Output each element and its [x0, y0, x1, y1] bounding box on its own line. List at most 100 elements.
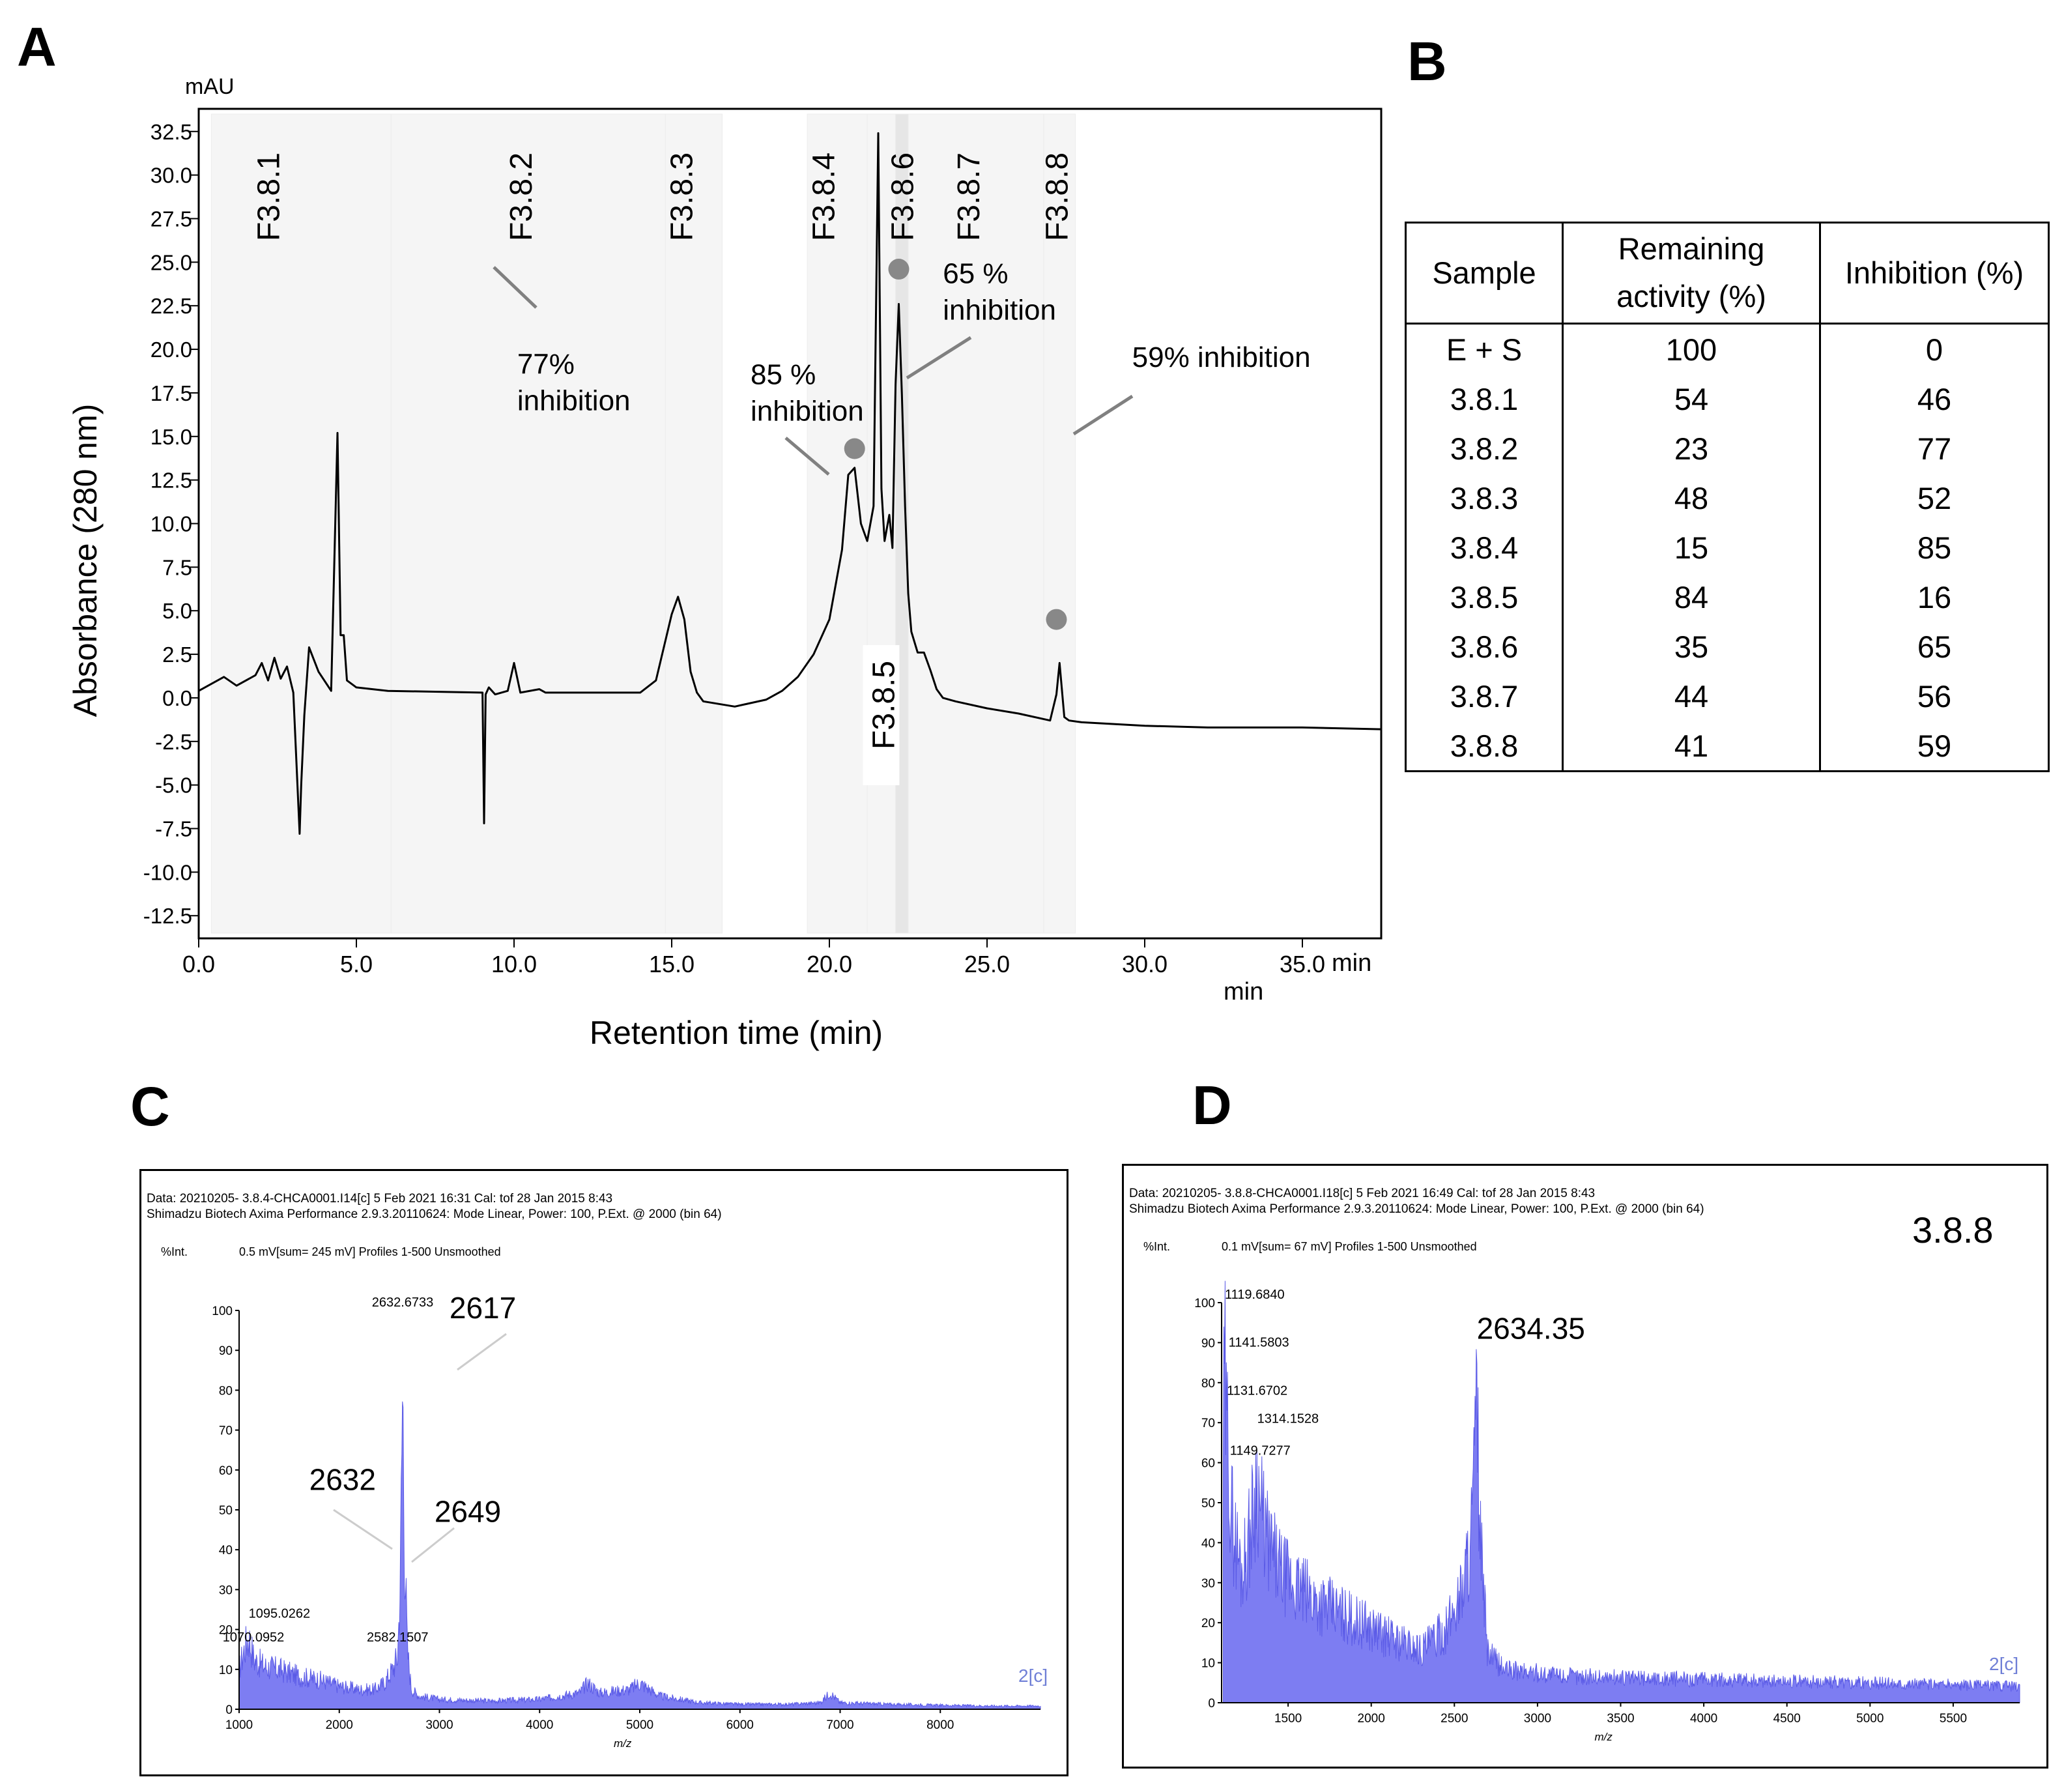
peak-callout-1: 2634.35 — [1477, 1311, 1585, 1345]
x-tick-label-4: 20.0 — [807, 951, 852, 977]
cell-inhibition: 65 — [1819, 622, 2050, 671]
intensity-info: 0.5 mV[sum= 245 mV] Profiles 1-500 Unsmo… — [239, 1245, 501, 1258]
peak-label-4: 1314.1528 — [1257, 1411, 1319, 1426]
header-inhibition: Inhibition (%) — [1819, 222, 2050, 325]
panel-label-c: C — [130, 1076, 170, 1137]
ms-y-tick-label-9: 10 — [219, 1664, 233, 1677]
ms-x-tick-label-4: 5000 — [626, 1718, 653, 1732]
header-remaining-activity: Remaining activity (%) — [1562, 222, 1821, 325]
x-tick-label-7: 35.0 — [1280, 951, 1325, 977]
ms-x-tick-label-1: 2000 — [326, 1718, 353, 1732]
fraction-band-3 — [665, 113, 723, 934]
cell-sample: 3.8.8 — [1405, 721, 1564, 772]
fraction-label-2: F3.8.2 — [504, 152, 539, 241]
inhibition-annotation-2: inhibition — [751, 396, 864, 427]
ms-y-tick-label-3: 70 — [1201, 1417, 1215, 1430]
panel-label-a: A — [17, 16, 57, 78]
cell-remaining-activity: 84 — [1562, 572, 1821, 622]
ms-x-tick-label-6: 4500 — [1773, 1712, 1801, 1726]
peak-label-2: 1141.5803 — [1229, 1336, 1289, 1350]
cell-sample: 3.8.6 — [1405, 622, 1564, 671]
y-tick-label-5: 20.0 — [150, 338, 192, 362]
ms-y-tick-label-2: 80 — [1201, 1377, 1215, 1391]
fraction-label-5: F3.8.5 — [867, 661, 901, 749]
y-tick-label-12: 2.5 — [162, 643, 192, 667]
cell-inhibition: 52 — [1819, 473, 2050, 523]
chromatogram-trace — [198, 132, 1382, 835]
ms-y-tick-label-1: 90 — [1201, 1337, 1215, 1350]
y-tick-label-17: -10.0 — [143, 860, 192, 884]
peak-label-1: 1119.6840 — [1225, 1288, 1285, 1302]
table-row: 3.8.4 15 85 — [1405, 523, 2050, 572]
ms-x-tick-label-2: 3000 — [425, 1718, 453, 1732]
chromatogram-chart: 0.0 5.0 10.0 15.0 20.0 25.0 30.0 35.0 32.5 30.0 27… — [67, 74, 1383, 1051]
ms-x-axis-title: m/z — [614, 1737, 632, 1750]
fraction-label-8: F3.8.8 — [1040, 152, 1075, 241]
ms-y-tick-label-1: 90 — [219, 1344, 233, 1358]
header-remaining-line1: Remaining — [1618, 231, 1765, 267]
ms-x-tick-label-5: 4000 — [1690, 1712, 1717, 1726]
table-row: 3.8.1 54 46 — [1405, 374, 2050, 424]
ms-y-tick-label-8: 20 — [1201, 1617, 1215, 1630]
active-fraction-marker-1 — [844, 438, 865, 459]
y-tick-label-18: -12.5 — [143, 904, 192, 928]
ms-y-tick-label-5: 50 — [219, 1504, 233, 1518]
cell-remaining-activity: 23 — [1562, 424, 1821, 473]
ms-x-axis-title: m/z — [1595, 1731, 1613, 1743]
cell-inhibition: 0 — [1819, 323, 2050, 374]
ms-x-tick-label-0: 1000 — [225, 1718, 253, 1732]
peak-label-5: 1149.7277 — [1230, 1443, 1291, 1458]
fraction-label-3: F3.8.3 — [665, 152, 700, 241]
fraction-label-bg — [863, 645, 900, 785]
inhibition-annotation-3: inhibition — [943, 294, 1056, 326]
ms-y-tick-label-7: 30 — [1201, 1577, 1215, 1591]
y-tick-label-0: 32.5 — [150, 120, 192, 144]
x-axis-title: Retention time (min) — [590, 1015, 883, 1051]
table-row: 3.8.5 84 16 — [1405, 572, 2050, 622]
table-row: 3.8.2 23 77 — [1405, 424, 2050, 473]
header-remaining-line2: activity (%) — [1616, 279, 1766, 313]
ms-x-tick-label-7: 5000 — [1856, 1712, 1884, 1726]
spectrum-header-2: Shimadzu Biotech Axima Performance 2.9.3… — [147, 1207, 722, 1221]
annotation-leader-4 — [1072, 394, 1134, 436]
active-fraction-marker-3 — [1046, 609, 1067, 630]
spectrum-trace — [238, 1401, 1041, 1710]
cell-inhibition: 59 — [1819, 721, 2050, 772]
y-tick-label-9: 10.0 — [150, 512, 192, 536]
peak-callout-3: 2649 — [435, 1494, 501, 1528]
cell-sample: 3.8.3 — [1405, 473, 1564, 523]
inhibition-table: Sample Remaining activity (%) Inhibition… — [1405, 222, 2050, 772]
cell-remaining-activity: 44 — [1562, 671, 1821, 721]
inhibition-annotation-3: 65 % — [943, 257, 1008, 289]
ms-y-tick-label-2: 80 — [219, 1384, 233, 1398]
ms-tag: 2[c] — [1989, 1654, 2018, 1674]
cell-inhibition: 56 — [1819, 671, 2050, 721]
callout-leader-1 — [457, 1333, 507, 1371]
spectrum-trace — [1223, 1280, 2020, 1703]
ms-y-tick-label-3: 70 — [219, 1424, 233, 1438]
inhibition-annotation-2: 85 % — [751, 359, 816, 391]
ms-x-tick-label-1: 2000 — [1358, 1712, 1385, 1726]
peak-callout-1: 2617 — [450, 1291, 516, 1325]
ms-y-tick-label-7: 30 — [219, 1583, 233, 1597]
ms-x-tick-label-3: 3000 — [1524, 1712, 1551, 1726]
y-tick-label-11: 5.0 — [162, 599, 192, 623]
inhibition-annotation-1: inhibition — [517, 385, 631, 417]
y-tick-label-13: 0.0 — [162, 686, 192, 710]
cell-sample: 3.8.4 — [1405, 523, 1564, 572]
spectrum-header-2: Shimadzu Biotech Axima Performance 2.9.3… — [1129, 1202, 1704, 1216]
x-tick-label-3: 15.0 — [649, 951, 695, 977]
fraction-label-6: F3.8.6 — [885, 152, 920, 241]
x-tick-label-6: 30.0 — [1122, 951, 1168, 977]
y-tick-label-3: 25.0 — [150, 250, 192, 274]
ms-x-tick-label-7: 8000 — [926, 1718, 954, 1732]
intensity-axis-label: %Int. — [161, 1245, 188, 1258]
y-unit-label: mAU — [185, 74, 235, 99]
mass-spectrum-c: Data: 20210205- 3.8.4-CHCA0001.I14[c] 5 … — [139, 1169, 1068, 1776]
cell-sample: 3.8.7 — [1405, 671, 1564, 721]
fraction-band-2 — [390, 113, 666, 934]
peak-label-3: 1131.6702 — [1227, 1383, 1287, 1398]
cell-inhibition: 77 — [1819, 424, 2050, 473]
y-tick-label-2: 27.5 — [150, 207, 192, 231]
panel-label-b: B — [1407, 31, 1447, 92]
